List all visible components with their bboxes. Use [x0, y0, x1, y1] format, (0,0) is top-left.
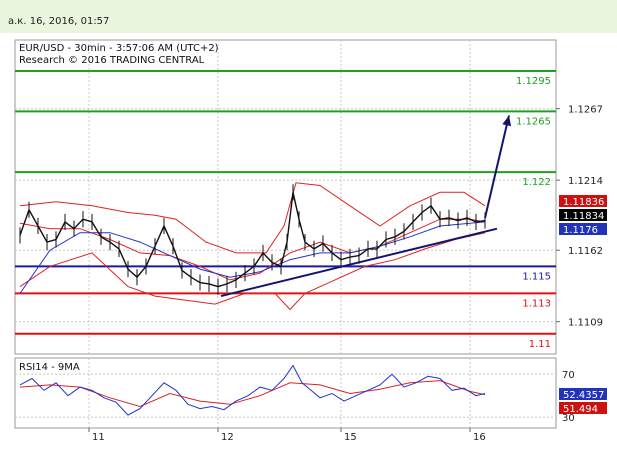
price-tags: 1.11836 1.11834 1.1176	[559, 195, 607, 236]
main-panel-frame	[14, 39, 557, 355]
trendline	[220, 227, 498, 298]
y-axis-labels: 1.1267 1.1214 1.1162 1.1109	[556, 105, 603, 329]
rsi-value-tag	[559, 388, 607, 400]
chart-subtitle: Research © 2016 TRADING CENTRAL	[19, 55, 205, 66]
price-series	[19, 184, 486, 295]
rsi-y-tick-label: 30	[562, 413, 575, 424]
price-tag-label: 1.1176	[563, 225, 598, 236]
rsi-lines	[19, 364, 486, 416]
bollinger-lower	[19, 232, 486, 311]
trend-annotations	[220, 115, 512, 298]
level-label: 1.11	[529, 339, 551, 350]
forecast-arrow-shaft	[484, 115, 510, 219]
timestamp-bar: а.к. 16, 2016, 01:57	[0, 0, 617, 33]
y-tick-label: 1.1214	[568, 176, 603, 187]
moving-average-blue	[19, 221, 486, 294]
main-grid	[15, 40, 556, 354]
x-tick-label: 11	[92, 432, 105, 443]
price-tag-label: 1.11836	[563, 197, 604, 208]
forecast-arrow-head	[502, 115, 512, 127]
rsi-value-tag-label: 52.4357	[563, 390, 604, 401]
price-tag	[559, 195, 607, 207]
price-tag	[559, 223, 607, 235]
rsi-line	[19, 364, 486, 416]
price-tag	[559, 209, 607, 221]
rsi-title: RSI14 - 9MA	[19, 362, 80, 373]
chart-title: EUR/USD - 30min - 3:57:06 AM (UTC+2)	[19, 43, 219, 54]
x-tick-label: 15	[344, 432, 357, 443]
y-tick-label: 1.1267	[568, 105, 603, 116]
x-tick-label: 16	[473, 432, 486, 443]
rsi-value-tag-label: 51.494	[563, 404, 598, 415]
level-label: 1.113	[522, 298, 551, 309]
level-label: 1.1295	[516, 76, 551, 87]
rsi-ma-line	[19, 380, 486, 408]
x-axis-labels: 11 12 15 16	[88, 428, 486, 443]
rsi-y-axis-labels: 70 30	[562, 370, 575, 424]
rsi-y-tick-label: 70	[562, 370, 575, 381]
level-label: 1.115	[522, 271, 551, 282]
bollinger-upper	[19, 182, 486, 254]
price-line	[19, 192, 486, 288]
x-tick-label: 12	[221, 432, 234, 443]
y-tick-label: 1.1109	[568, 318, 603, 329]
indicator-lines	[19, 182, 486, 311]
rsi-value-tag	[559, 402, 607, 414]
timestamp-text: а.к. 16, 2016, 01:57	[8, 16, 110, 27]
level-label: 1.122	[522, 177, 551, 188]
level-label: 1.1265	[516, 116, 551, 127]
rsi-value-tags: 52.4357 51.494	[559, 388, 607, 415]
price-tag-label: 1.11834	[563, 211, 604, 222]
y-tick-label: 1.1162	[568, 246, 603, 257]
level-lines: 1.1295 1.1265 1.122 1.115 1.113 1.11	[15, 69, 556, 350]
